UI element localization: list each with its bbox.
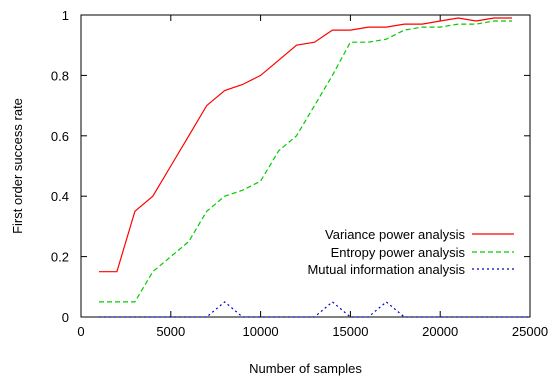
series-lines	[99, 17, 530, 318]
x-tick-label: 20000	[422, 324, 458, 339]
y-tick-label: 0.6	[51, 129, 69, 144]
plot-border	[80, 14, 531, 318]
y-tick-label: 0.2	[51, 250, 69, 265]
legend: Variance power analysis Entropy power ana…	[307, 227, 514, 277]
y-tick-label: 1	[62, 8, 69, 23]
legend-entry-label: Mutual information analysis	[307, 262, 465, 277]
y-tick-label: 0.4	[51, 189, 69, 204]
y-axis-label: First order success rate	[10, 98, 25, 234]
x-axis-label: Number of samples	[249, 361, 362, 376]
plot-frame	[80, 14, 531, 318]
x-tick-label: 5000	[156, 324, 185, 339]
x-tick-label: 0	[77, 324, 84, 339]
x-tick-label: 15000	[332, 324, 368, 339]
legend-entry-label: Entropy power analysis	[331, 245, 466, 260]
x-tick-label: 25000	[512, 324, 548, 339]
x-tick-label: 10000	[243, 324, 279, 339]
series-line-1	[99, 17, 512, 273]
series-line-2	[99, 20, 512, 303]
series-line-3	[99, 301, 530, 318]
legend-entry-label: Variance power analysis	[325, 227, 465, 242]
axis-ticks: 0 5000 10000 15000 20000 25000 0 0.2 0.4 0.6 0.8 1	[51, 8, 548, 339]
y-tick-label: 0	[62, 310, 69, 325]
y-tick-label: 0.8	[51, 68, 69, 83]
